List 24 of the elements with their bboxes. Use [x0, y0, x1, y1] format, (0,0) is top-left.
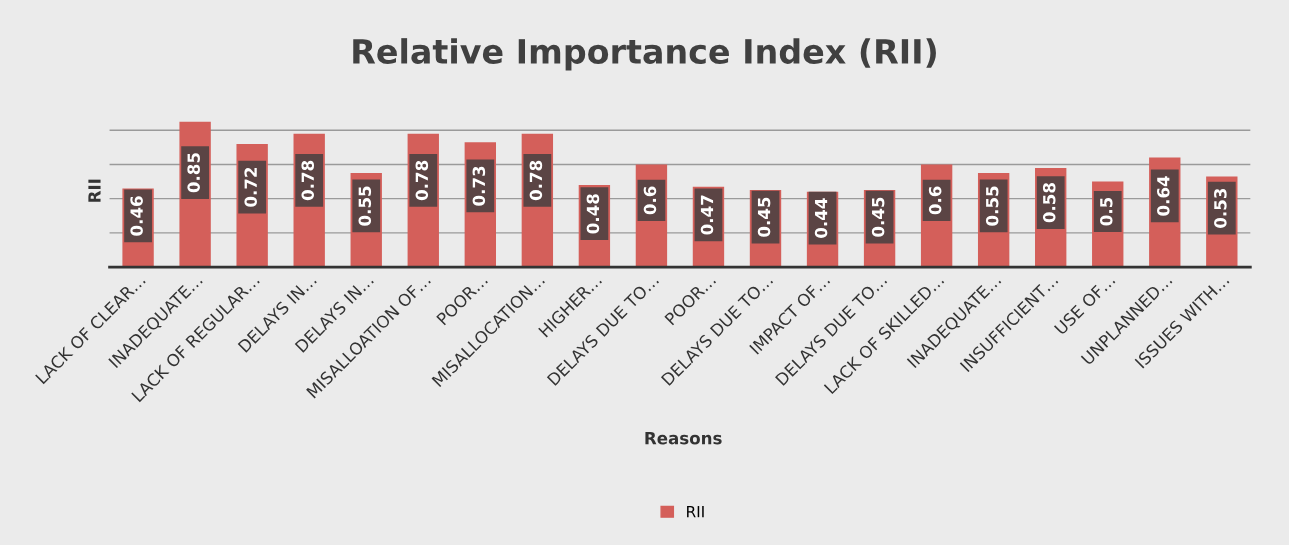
chart-title: Relative Importance Index (RII) — [353, 38, 936, 71]
data-label: 0.45 — [757, 197, 771, 237]
data-label: 0.78 — [415, 160, 429, 201]
data-label: 0.85 — [187, 153, 200, 193]
data-label: 0.55 — [358, 186, 372, 226]
data-label: 0.78 — [529, 160, 543, 201]
data-label: 0.5 — [1099, 197, 1113, 226]
data-label: 0.78 — [301, 160, 315, 201]
data-label: 0.46 — [130, 196, 143, 236]
data-label: 0.72 — [244, 167, 257, 207]
data-label: 0.44 — [814, 198, 828, 238]
data-label: 0.73 — [472, 166, 486, 206]
data-label: 0.58 — [1042, 183, 1056, 223]
data-label: 0.45 — [871, 197, 885, 237]
data-label: 0.53 — [1214, 188, 1227, 228]
data-label: 0.55 — [985, 186, 999, 226]
data-label: 0.47 — [700, 195, 714, 235]
legend-label: RII — [687, 506, 704, 518]
y-axis-title: RII — [88, 179, 101, 202]
x-axis-title: Reasons — [645, 432, 722, 445]
data-label: 0.48 — [586, 194, 600, 234]
data-label: 0.6 — [928, 186, 942, 215]
data-label: 0.64 — [1157, 176, 1170, 216]
data-label: 0.6 — [643, 186, 657, 215]
